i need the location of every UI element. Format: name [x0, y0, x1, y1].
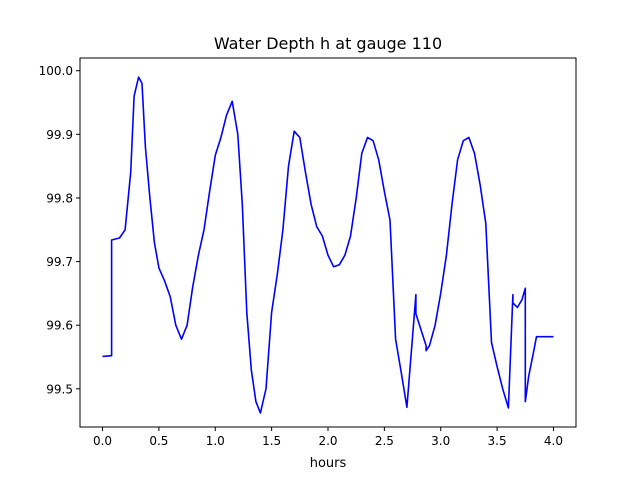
x-tick-label: 1.0 [206, 434, 225, 448]
y-tick-label: 99.8 [46, 191, 73, 205]
series-line-0 [102, 76, 554, 414]
y-tick-label: 99.5 [46, 382, 73, 396]
y-tick-label: 99.7 [46, 255, 73, 269]
y-axis: 99.5 99.6 99.7 99.8 99.9 100.0 [39, 64, 80, 396]
chart-title: Water Depth h at gauge 110 [214, 34, 442, 53]
x-tick-label: 0.5 [149, 434, 168, 448]
x-tick-label: 0.0 [93, 434, 112, 448]
plot-layer [102, 76, 554, 414]
x-tick-label: 4.0 [544, 434, 563, 448]
x-axis-label: hours [310, 456, 347, 471]
x-tick-label: 1.5 [262, 434, 281, 448]
x-axis: 0.0 0.5 1.0 1.5 2.0 2.5 3.0 3.5 4.0 [93, 427, 563, 448]
x-tick-label: 2.0 [318, 434, 337, 448]
x-tick-label: 3.5 [488, 434, 507, 448]
x-tick-label: 3.0 [431, 434, 450, 448]
y-tick-label: 99.6 [46, 319, 73, 333]
axes-frame [79, 57, 577, 428]
y-tick-label: 99.9 [46, 128, 73, 142]
x-tick-label: 2.5 [375, 434, 394, 448]
y-tick-label: 100.0 [39, 64, 73, 78]
